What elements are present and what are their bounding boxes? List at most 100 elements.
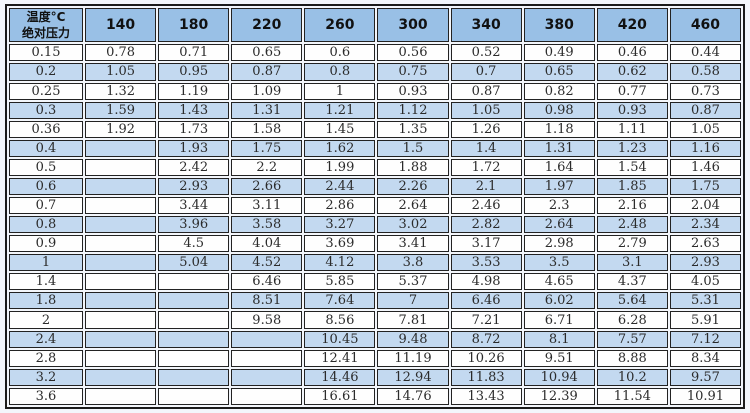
cell: 4.65 xyxy=(523,273,595,291)
row-label: 1.4 xyxy=(9,273,83,291)
cell xyxy=(158,292,230,310)
table-row: 0.7 3.44 3.11 2.86 2.64 2.46 2.3 2.16 2.04 xyxy=(9,197,741,215)
table-row: 0.8 3.96 3.58 3.27 3.02 2.82 2.64 2.48 2.34 xyxy=(9,216,741,234)
cell: 1 xyxy=(304,82,376,100)
cell: 3.44 xyxy=(158,197,230,215)
cell: 0.73 xyxy=(669,82,741,100)
cell: 1.05 xyxy=(669,120,741,138)
cell: 12.94 xyxy=(377,368,449,386)
cell: 10.26 xyxy=(450,349,522,367)
cell: 1.99 xyxy=(304,158,376,176)
table-row: 2 9.58 8.56 7.81 7.21 6.71 6.28 5.91 xyxy=(9,311,741,329)
row-label: 0.9 xyxy=(9,235,83,253)
cell: 0.65 xyxy=(523,63,595,81)
cell: 3.96 xyxy=(158,216,230,234)
cell: 3.5 xyxy=(523,254,595,272)
row-label: 0.36 xyxy=(9,120,83,138)
cell: 1.09 xyxy=(231,82,303,100)
cell: 0.87 xyxy=(231,63,303,81)
cell: 7.81 xyxy=(377,311,449,329)
cell: 2.64 xyxy=(523,216,595,234)
cell xyxy=(85,254,157,272)
cell: 2.63 xyxy=(669,235,741,253)
row-label: 0.8 xyxy=(9,216,83,234)
table-row: 1 5.04 4.52 4.12 3.8 3.53 3.5 3.1 2.93 xyxy=(9,254,741,272)
cell: 1.88 xyxy=(377,158,449,176)
table-row: 3.2 14.46 12.94 11.83 10.94 10.2 9.57 xyxy=(9,368,741,386)
row-label: 0.2 xyxy=(9,63,83,81)
cell: 2.46 xyxy=(450,197,522,215)
pressure-temperature-table: 温度°C 绝对压力 140 180 220 260 300 340 380 420 460 0.… xyxy=(5,4,745,409)
cell xyxy=(85,177,157,195)
cell: 0.98 xyxy=(523,101,595,119)
cell: 2.2 xyxy=(231,158,303,176)
cell: 3.8 xyxy=(377,254,449,272)
cell: 1.19 xyxy=(158,82,230,100)
cell: 2.44 xyxy=(304,177,376,195)
column-header-180: 180 xyxy=(158,8,230,43)
row-label: 1 xyxy=(9,254,83,272)
cell xyxy=(85,368,157,386)
cell: 14.46 xyxy=(304,368,376,386)
row-label: 2.4 xyxy=(9,330,83,348)
cell: 3.69 xyxy=(304,235,376,253)
cell: 0.46 xyxy=(596,44,668,62)
row-label: 0.25 xyxy=(9,82,83,100)
cell: 1.05 xyxy=(450,101,522,119)
cell xyxy=(158,368,230,386)
cell: 1.11 xyxy=(596,120,668,138)
cell xyxy=(231,349,303,367)
cell xyxy=(85,387,157,405)
cell: 8.56 xyxy=(304,311,376,329)
cell: 2.1 xyxy=(450,177,522,195)
cell: 1.35 xyxy=(377,120,449,138)
cell: 1.18 xyxy=(523,120,595,138)
cell xyxy=(158,330,230,348)
cell: 16.61 xyxy=(304,387,376,405)
cell: 12.39 xyxy=(523,387,595,405)
cell: 2.04 xyxy=(669,197,741,215)
cell: 8.1 xyxy=(523,330,595,348)
cell: 10.2 xyxy=(596,368,668,386)
cell: 5.31 xyxy=(669,292,741,310)
cell: 6.46 xyxy=(450,292,522,310)
cell: 7.57 xyxy=(596,330,668,348)
cell: 2.93 xyxy=(158,177,230,195)
cell: 5.37 xyxy=(377,273,449,291)
cell: 1.54 xyxy=(596,158,668,176)
table-row: 0.6 2.93 2.66 2.44 2.26 2.1 1.97 1.85 1.75 xyxy=(9,177,741,195)
cell xyxy=(85,349,157,367)
cell: 0.44 xyxy=(669,44,741,62)
cell: 0.87 xyxy=(450,82,522,100)
row-label: 0.7 xyxy=(9,197,83,215)
cell: 1.45 xyxy=(304,120,376,138)
cell: 0.7 xyxy=(450,63,522,81)
cell: 7.64 xyxy=(304,292,376,310)
cell: 1.43 xyxy=(158,101,230,119)
cell: 9.51 xyxy=(523,349,595,367)
cell: 1.59 xyxy=(85,101,157,119)
cell: 7.21 xyxy=(450,311,522,329)
cell: 8.34 xyxy=(669,349,741,367)
row-label: 0.4 xyxy=(9,139,83,157)
cell: 1.85 xyxy=(596,177,668,195)
cell: 3.41 xyxy=(377,235,449,253)
cell xyxy=(85,292,157,310)
cell: 3.02 xyxy=(377,216,449,234)
cell: 4.98 xyxy=(450,273,522,291)
cell: 2.3 xyxy=(523,197,595,215)
corner-header-line2: 绝对压力 xyxy=(21,26,70,41)
row-label: 0.5 xyxy=(9,158,83,176)
row-label: 2 xyxy=(9,311,83,329)
cell: 2.93 xyxy=(669,254,741,272)
cell: 0.65 xyxy=(231,44,303,62)
cell: 1.31 xyxy=(523,139,595,157)
cell: 2.64 xyxy=(377,197,449,215)
cell: 1.46 xyxy=(669,158,741,176)
cell: 14.76 xyxy=(377,387,449,405)
table-row: 0.15 0.78 0.71 0.65 0.6 0.56 0.52 0.49 0.46 0.44 xyxy=(9,44,741,62)
cell: 0.8 xyxy=(304,63,376,81)
table-row: 1.8 8.51 7.64 7 6.46 6.02 5.64 5.31 xyxy=(9,292,741,310)
corner-header-line1: 温度°C xyxy=(26,10,66,24)
